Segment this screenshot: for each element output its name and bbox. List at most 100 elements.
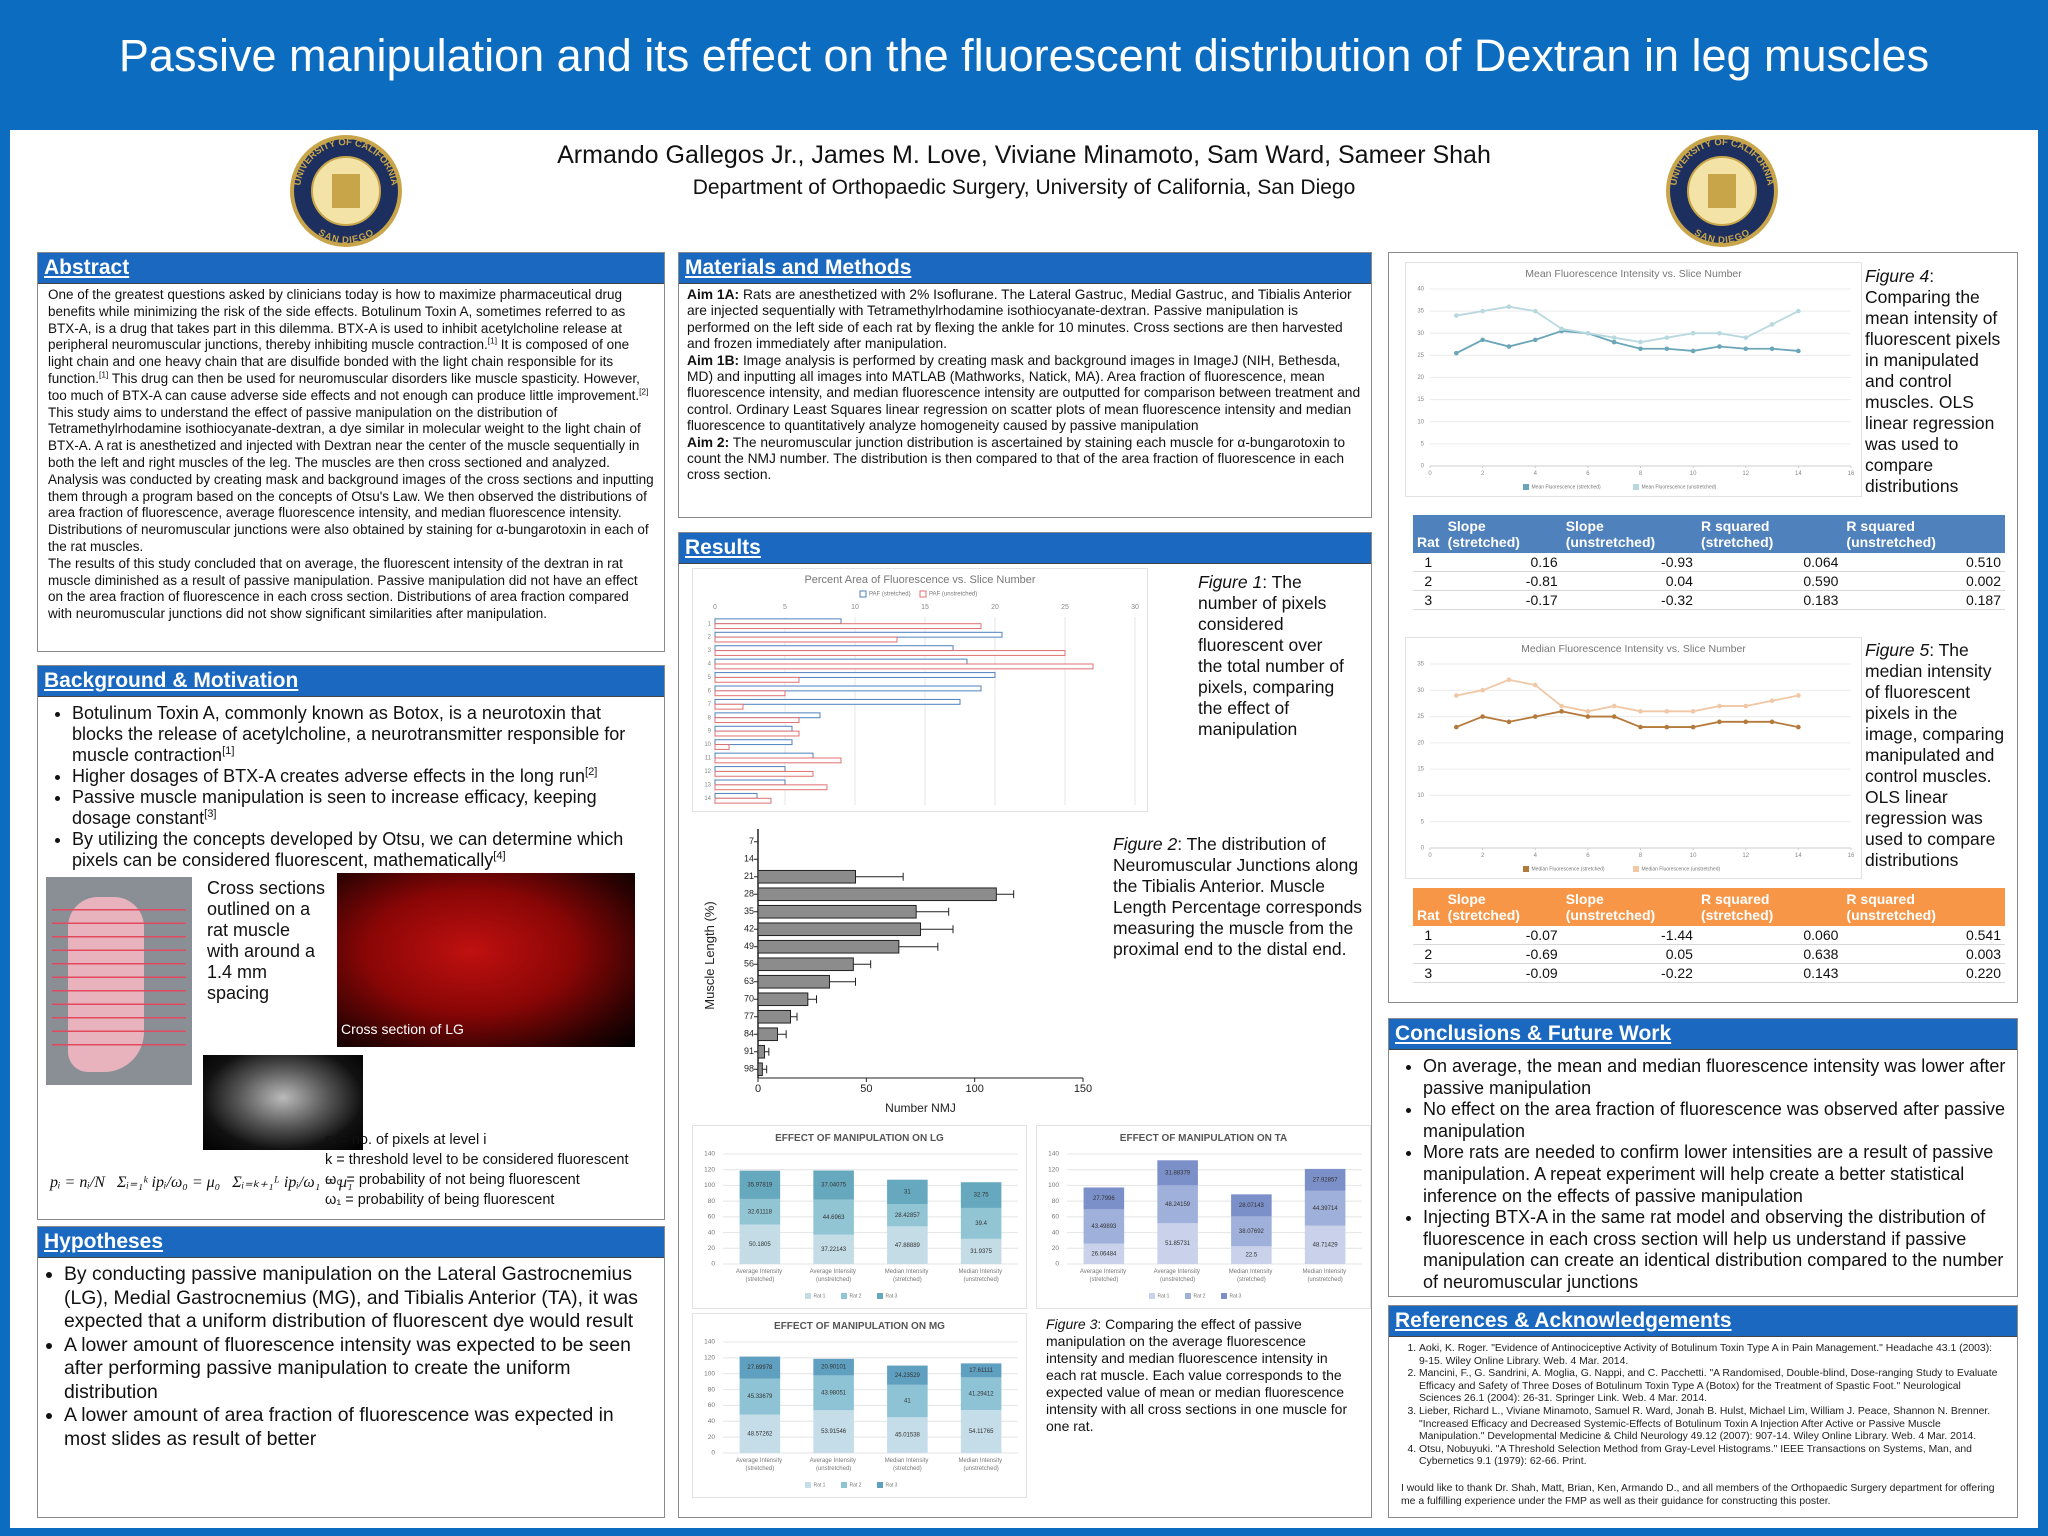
reference: Mancini, F., G. Sandrini, A. Moglia, G. …: [1419, 1368, 2003, 1406]
line-point: [1796, 724, 1801, 730]
y-tick-label: 9: [708, 729, 712, 735]
bar-segment: [739, 1356, 781, 1379]
legend-label: Mean Fluorescence (unstretched): [1642, 484, 1717, 490]
table-cell: 1: [1413, 926, 1444, 945]
line-point: [1664, 709, 1670, 714]
bar: [757, 887, 997, 902]
logo-book: [332, 174, 360, 208]
legend-label: Rat 1: [814, 1293, 826, 1299]
x-tick-label: Average Intensity (stretched): [1080, 1269, 1128, 1283]
table-cell: -0.69: [1443, 944, 1562, 964]
table-header-row: Rat Slope (stretched) Slope (unstretched) R…: [1413, 888, 2005, 926]
line-point: [1454, 693, 1459, 698]
line-point: [1532, 308, 1538, 314]
bar: [757, 869, 856, 884]
y-tick-label: 15: [1417, 397, 1424, 403]
x-tick-label: 14: [1795, 853, 1802, 859]
line-point: [1532, 337, 1538, 343]
line-point: [1611, 339, 1617, 345]
x-tick-label: 16: [1848, 853, 1855, 859]
section-heading: Background & Motivation: [38, 666, 664, 697]
bar: [714, 703, 744, 710]
equation: Σᵢ₌₁ᵏ ipᵢ/ω₀ = μ₀: [116, 1174, 221, 1191]
line-point: [1717, 344, 1722, 349]
y-tick-label: 20: [708, 1434, 716, 1441]
line-point: [1717, 719, 1722, 725]
line-point: [1690, 709, 1696, 714]
legend-swatch: [877, 1293, 883, 1299]
x-tick-label: 150: [1074, 1083, 1092, 1095]
x-tick-label: 0: [713, 604, 717, 611]
y-tick-label: 25: [1417, 714, 1424, 720]
value-label: 31: [904, 1189, 911, 1195]
value-label: 31.88379: [1165, 1170, 1191, 1176]
y-tick-label: 35: [744, 906, 754, 916]
y-tick-label: 100: [1048, 1182, 1059, 1189]
bar: [714, 784, 828, 791]
chart-fig3-lg: EFFECT OF MANIPULATION ON LG 0 20 40 60 80 100…: [692, 1125, 1027, 1309]
bar: [714, 717, 800, 724]
bullet-list: On average, the mean and median fluoresc…: [1389, 1056, 2017, 1294]
x-tick-label: 10: [1690, 853, 1697, 859]
bar-segment: [960, 1377, 1002, 1411]
error-bar: [853, 960, 872, 969]
x-tick-label: 12: [1742, 853, 1749, 859]
table-row: 3 -0.17 -0.32 0.183 0.187: [1413, 590, 2005, 610]
value-label: 37.04075: [821, 1183, 847, 1189]
error-bar: [790, 1012, 798, 1021]
bar: [757, 1044, 765, 1059]
section-heading: Conclusions & Future Work: [1389, 1019, 2017, 1050]
bar: [714, 712, 821, 719]
bar-segment: [960, 1410, 1002, 1453]
bar-segment: [1231, 1194, 1272, 1217]
method-label: Aim 1B:: [687, 352, 740, 368]
section-heading: Hypotheses: [38, 1227, 664, 1258]
table-header-cell: R squared (stretched): [1700, 891, 1774, 923]
x-tick-label: 30: [1131, 604, 1139, 611]
y-tick-label: 7: [749, 836, 754, 846]
bar: [714, 739, 793, 746]
y-tick-label: 0: [1421, 464, 1425, 470]
figure-caption: Figure 4: Comparing the mean intensity o…: [1865, 266, 2010, 497]
method-item: Aim 2: The neuromuscular junction distri…: [687, 435, 1363, 484]
legend-swatch: [805, 1293, 811, 1299]
y-tick-label: 13: [704, 782, 711, 788]
methods-section: Materials and Methods Aim 1A: Rats are a…: [678, 252, 1372, 518]
table-header-cell: Slope (unstretched): [1565, 518, 1656, 550]
caption-label: Figure 2: [1113, 834, 1178, 854]
value-label: 44.39714: [1313, 1206, 1339, 1212]
legend-swatch: [841, 1293, 847, 1299]
bar-segment: [1157, 1223, 1198, 1264]
bar-segment: [739, 1198, 781, 1225]
image-caption: Cross sections outlined on a rat muscle …: [207, 878, 326, 1003]
line-point: [1796, 693, 1801, 698]
method-item: Aim 1B: Image analysis is performed by c…: [687, 353, 1363, 435]
line-point: [1480, 714, 1485, 719]
chart-title: Percent Area of Fluorescence vs. Slice N…: [804, 574, 1035, 586]
logo-book: [1708, 174, 1736, 208]
line-point: [1743, 335, 1749, 340]
bar-segment: [1304, 1225, 1346, 1264]
y-tick-label: 63: [744, 976, 754, 986]
y-tick-label: 20: [1052, 1245, 1060, 1252]
bar-segment: [887, 1179, 928, 1205]
x-tick-label: 20: [991, 604, 999, 611]
table-cell: 3: [1413, 590, 1444, 610]
department: Department of Orthopaedic Surgery, Unive…: [692, 176, 1356, 199]
legend-swatch: [1523, 866, 1529, 872]
x-tick-label: Median Intensity (unstretched): [1302, 1269, 1347, 1283]
x-tick-label: 50: [860, 1083, 872, 1095]
method-text: The neuromuscular junction distribution …: [687, 434, 1346, 483]
y-tick-label: 140: [704, 1339, 715, 1346]
y-tick-label: 30: [1417, 688, 1424, 694]
line-point: [1717, 330, 1722, 336]
legend-swatch: [1149, 1293, 1155, 1299]
bar-segment: [1083, 1187, 1125, 1210]
bar: [714, 685, 982, 692]
table-cell: 0.187: [1842, 590, 2005, 610]
line-point: [1611, 335, 1617, 340]
line-point: [1690, 724, 1696, 730]
table-header-cell: Slope (stretched): [1447, 518, 1520, 550]
section-heading: References & Acknowledgements: [1389, 1306, 2017, 1337]
